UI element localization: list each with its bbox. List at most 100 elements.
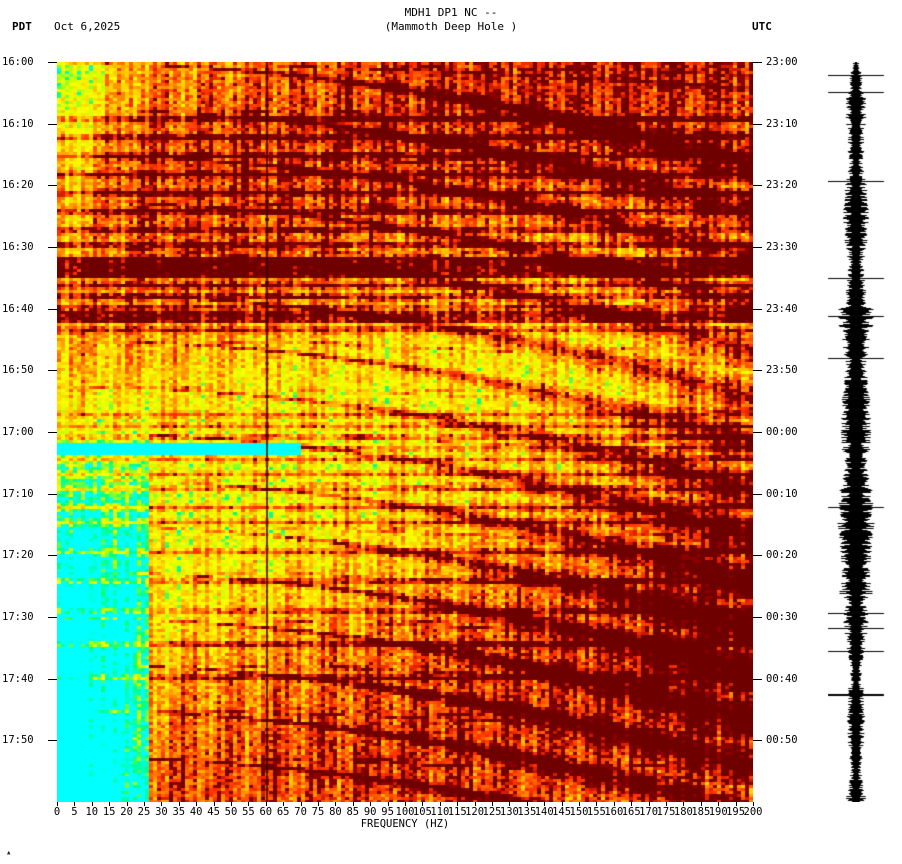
frequency-tick-label: 160: [604, 806, 624, 818]
frequency-tick-mark: [231, 802, 232, 806]
time-tick-label-local: 16:10: [2, 117, 34, 130]
time-tick-mark: [48, 555, 57, 557]
frequency-tick-mark: [753, 802, 754, 806]
frequency-tick-label: 80: [329, 806, 342, 818]
time-tick-label-utc: 00:00: [766, 426, 798, 438]
frequency-tick-label: 150: [569, 806, 589, 818]
frequency-tick-mark: [335, 802, 337, 806]
frequency-tick-mark: [509, 802, 511, 806]
frequency-tick-mark: [283, 802, 285, 806]
time-tick-label-local: 16:20: [2, 179, 34, 192]
frequency-tick-mark: [474, 802, 476, 806]
frequency-tick-mark: [596, 802, 598, 806]
time-tick-mark: [48, 617, 57, 618]
frequency-tick-mark: [561, 802, 563, 806]
time-tick-label-local: 17:40: [2, 672, 34, 685]
frequency-tick-label: 55: [242, 806, 255, 818]
frequency-tick-label: 115: [447, 806, 467, 818]
frequency-tick-mark: [735, 802, 737, 806]
time-tick-mark: [48, 308, 57, 310]
time-tick-mark: [753, 493, 762, 495]
time-tick-mark: [48, 62, 57, 63]
frequency-tick-mark: [631, 802, 633, 806]
frequency-tick-mark: [161, 802, 163, 806]
frequency-tick-label: 195: [726, 806, 746, 818]
frequency-tick-label: 105: [412, 806, 432, 818]
frequency-tick-label: 50: [224, 806, 238, 818]
time-tick-mark: [48, 493, 57, 495]
frequency-tick-label: 200: [743, 806, 763, 818]
time-tick-mark: [753, 617, 762, 618]
frequency-tick-mark: [74, 802, 76, 806]
spectrogram-canvas: [57, 62, 753, 802]
frequency-tick-label: 85: [346, 806, 360, 818]
time-tick-label-local: 16:00: [2, 56, 34, 68]
time-tick-mark: [753, 370, 762, 372]
time-tick-mark: [753, 308, 762, 310]
time-tick-mark: [753, 185, 762, 187]
frequency-tick-mark: [196, 802, 198, 806]
time-tick-mark: [48, 370, 57, 372]
frequency-tick-label: 180: [673, 806, 693, 818]
time-tick-mark: [48, 123, 57, 125]
frequency-tick-mark: [718, 802, 720, 806]
time-tick-label-local: 17:50: [2, 734, 34, 747]
time-tick-mark: [753, 247, 762, 248]
corner-mark: ▴: [6, 848, 12, 858]
seismogram-canvas: [828, 62, 888, 802]
frequency-tick-mark: [683, 802, 685, 806]
frequency-tick-label: 10: [85, 806, 99, 818]
time-tick-label-utc: 23:00: [766, 56, 798, 68]
time-tick-mark: [48, 432, 57, 433]
frequency-tick-mark: [387, 802, 389, 806]
time-tick-mark: [753, 62, 762, 63]
frequency-tick-mark: [126, 802, 128, 806]
page-title: MDH1 DP1 NC --: [404, 6, 498, 19]
time-tick-mark: [753, 555, 762, 557]
frequency-tick-mark: [666, 802, 667, 806]
time-tick-label-utc: 00:40: [766, 672, 798, 685]
page-subtitle: (Mammoth Deep Hole ): [384, 20, 518, 33]
right-timezone-label: UTC: [752, 20, 772, 33]
frequency-tick-label: 90: [363, 806, 377, 818]
frequency-tick-label: 20: [120, 806, 133, 818]
left-timezone-label: PDT: [12, 20, 32, 33]
frequency-tick-mark: [700, 802, 702, 806]
frequency-tick-label: 5: [71, 806, 78, 818]
frequency-tick-label: 130: [499, 806, 519, 818]
frequency-tick-mark: [405, 802, 406, 806]
time-tick-label-local: 17:20: [2, 549, 34, 562]
frequency-tick-label: 65: [276, 806, 290, 818]
frequency-tick-mark: [109, 802, 111, 806]
frequency-tick-mark: [57, 802, 58, 806]
frequency-tick-label: 185: [691, 806, 711, 818]
frequency-tick-mark: [91, 802, 93, 806]
time-tick-mark: [753, 432, 762, 433]
frequency-tick-mark: [144, 802, 145, 806]
time-tick-label-utc: 23:20: [766, 179, 798, 192]
frequency-tick-mark: [300, 802, 302, 806]
frequency-tick-mark: [352, 802, 354, 806]
spectrogram-plot: [57, 62, 753, 802]
frequency-tick-label: 30: [155, 806, 168, 818]
frequency-tick-mark: [370, 802, 372, 806]
frequency-tick-label: 35: [172, 806, 186, 818]
frequency-tick-label: 145: [552, 806, 572, 818]
frequency-tick-label: 140: [534, 806, 554, 818]
frequency-tick-label: 25: [137, 806, 151, 818]
time-tick-mark: [48, 247, 57, 248]
frequency-axis: 0 5 10 15 20 25 30 35 40 45 50 55 60 65 70 75 80 85 90 95 10…: [54, 802, 762, 832]
frequency-tick-mark: [457, 802, 459, 806]
time-tick-label-utc: 23:50: [766, 364, 798, 377]
time-tick-label-local: 17:00: [2, 426, 34, 438]
time-tick-mark: [48, 740, 57, 742]
time-tick-mark: [48, 185, 57, 187]
time-tick-label-utc: 00:10: [766, 487, 798, 500]
time-tick-label-utc: 00:20: [766, 549, 798, 562]
time-tick-label-local: 16:30: [2, 241, 34, 253]
frequency-tick-mark: [544, 802, 546, 806]
time-axis-local: 16:00 16:10 16:20 16:30 16:40 16:50 17:00 17:10…: [0, 56, 57, 802]
frequency-tick-mark: [422, 802, 424, 806]
x-axis-title: FREQUENCY (HZ): [360, 818, 450, 830]
time-tick-label-local: 16:40: [2, 302, 34, 315]
